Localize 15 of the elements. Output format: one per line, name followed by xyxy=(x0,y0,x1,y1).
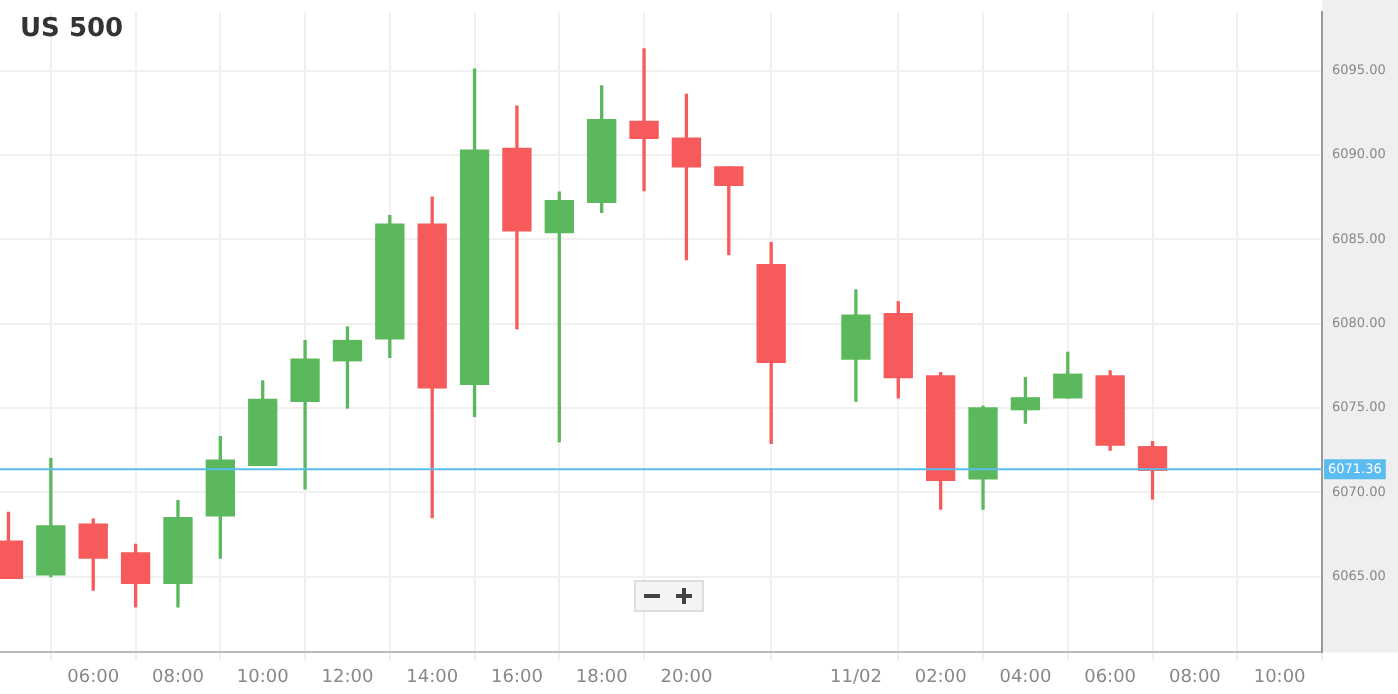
x-tick-label: 18:00 xyxy=(575,667,629,688)
x-tick-label: 10:00 xyxy=(236,667,290,688)
x-tick-label: 10:00 xyxy=(1253,667,1307,688)
x-tick-label: 02:00 xyxy=(914,667,968,688)
x-tick-label: 06:00 xyxy=(1084,667,1137,688)
x-tick-label: 12:00 xyxy=(321,667,374,688)
x-tick-label: 08:00 xyxy=(1168,667,1222,688)
chart-title: US 500 xyxy=(20,14,124,44)
x-tick-label: 08:00 xyxy=(152,667,205,688)
x-tick-label: 06:00 xyxy=(67,667,120,688)
x-tick-label: 20:00 xyxy=(660,667,713,688)
x-tick-label: 14:00 xyxy=(406,667,459,688)
x-tick-label: 04:00 xyxy=(999,667,1052,688)
x-tick-label: 16:00 xyxy=(491,667,544,688)
x-tick-label: 11/02 xyxy=(829,667,882,688)
